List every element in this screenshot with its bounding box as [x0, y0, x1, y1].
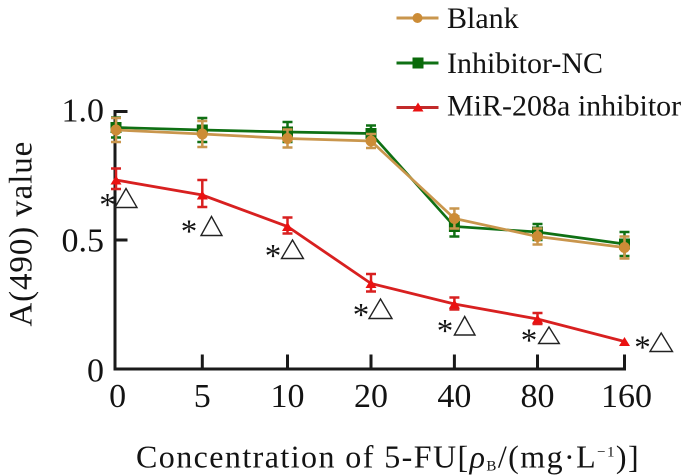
svg-text:*: * [353, 297, 370, 333]
svg-text:1.0: 1.0 [62, 92, 105, 129]
svg-text:*: * [99, 187, 116, 223]
svg-text:*: * [521, 323, 538, 359]
svg-text:0: 0 [109, 378, 126, 415]
svg-text:5: 5 [194, 378, 211, 415]
svg-text:*: * [181, 214, 198, 250]
svg-text:*: * [634, 330, 651, 366]
svg-text:0.5: 0.5 [62, 223, 105, 260]
svg-text:Concentration of 5-FU[ρB/(mg·L: Concentration of 5-FU[ρB/(mg·L−1)] [136, 439, 640, 475]
svg-text:0: 0 [87, 352, 104, 389]
svg-text:Blank: Blank [447, 2, 519, 35]
svg-text:*: * [437, 314, 454, 350]
svg-text:*: * [265, 238, 282, 274]
svg-text:Inhibitor-NC: Inhibitor-NC [447, 47, 603, 80]
svg-text:40: 40 [437, 378, 471, 415]
svg-text:160: 160 [601, 378, 652, 415]
svg-text:MiR-208a inhibitor: MiR-208a inhibitor [447, 90, 681, 123]
svg-text:20: 20 [354, 378, 388, 415]
svg-text:A(490) value: A(490) value [4, 141, 40, 327]
svg-text:10: 10 [271, 378, 305, 415]
svg-text:80: 80 [521, 378, 555, 415]
